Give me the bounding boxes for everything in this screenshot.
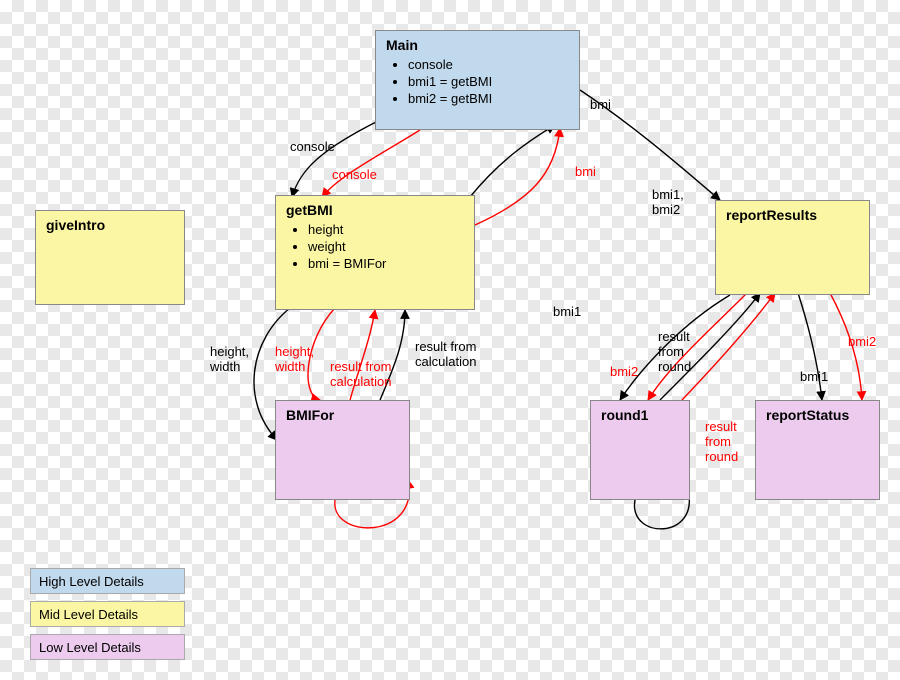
edge-label: height, width (275, 345, 314, 375)
node-items: console bmi1 = getBMI bmi2 = getBMI (386, 57, 569, 106)
legend-label: Mid Level Details (39, 607, 138, 622)
node-item: height (308, 222, 464, 237)
node-item: bmi2 = getBMI (408, 91, 569, 106)
edge-label: console (290, 140, 335, 155)
legend-label: High Level Details (39, 574, 144, 589)
edge-label: bmi2 (610, 365, 638, 380)
edge-label: bmi (575, 165, 596, 180)
node-title: giveIntro (46, 217, 174, 233)
edge-label: height, width (210, 345, 249, 375)
edge-label: result from calculation (415, 340, 476, 370)
node-giveIntro: giveIntro (35, 210, 185, 305)
node-title: round1 (601, 407, 679, 423)
node-item: bmi1 = getBMI (408, 74, 569, 89)
node-round1: round1 (590, 400, 690, 500)
node-item: console (408, 57, 569, 72)
legend-label: Low Level Details (39, 640, 141, 655)
node-reportResults: reportResults (715, 200, 870, 295)
legend-high: High Level Details (30, 568, 185, 594)
node-title: getBMI (286, 202, 464, 218)
edge-label: result from round (705, 420, 738, 465)
legend-mid: Mid Level Details (30, 601, 185, 627)
node-title: Main (386, 37, 569, 53)
node-title: reportResults (726, 207, 859, 223)
node-title: BMIFor (286, 407, 399, 423)
edge-label: bmi1, bmi2 (652, 188, 684, 218)
node-title: reportStatus (766, 407, 869, 423)
node-items: height weight bmi = BMIFor (286, 222, 464, 271)
node-main: Main console bmi1 = getBMI bmi2 = getBMI (375, 30, 580, 130)
edge-label: result from calculation (330, 360, 391, 390)
node-item: weight (308, 239, 464, 254)
node-item: bmi = BMIFor (308, 256, 464, 271)
edge-label: bmi2 (848, 335, 876, 350)
node-getBMI: getBMI height weight bmi = BMIFor (275, 195, 475, 310)
edge-label: bmi1 (800, 370, 828, 385)
edge-label: bmi (590, 98, 611, 113)
edge-label: bmi1 (553, 305, 581, 320)
edge-label: console (332, 168, 377, 183)
node-reportStatus: reportStatus (755, 400, 880, 500)
node-bmiFor: BMIFor (275, 400, 410, 500)
legend-low: Low Level Details (30, 634, 185, 660)
edge-label: result from round (658, 330, 691, 375)
